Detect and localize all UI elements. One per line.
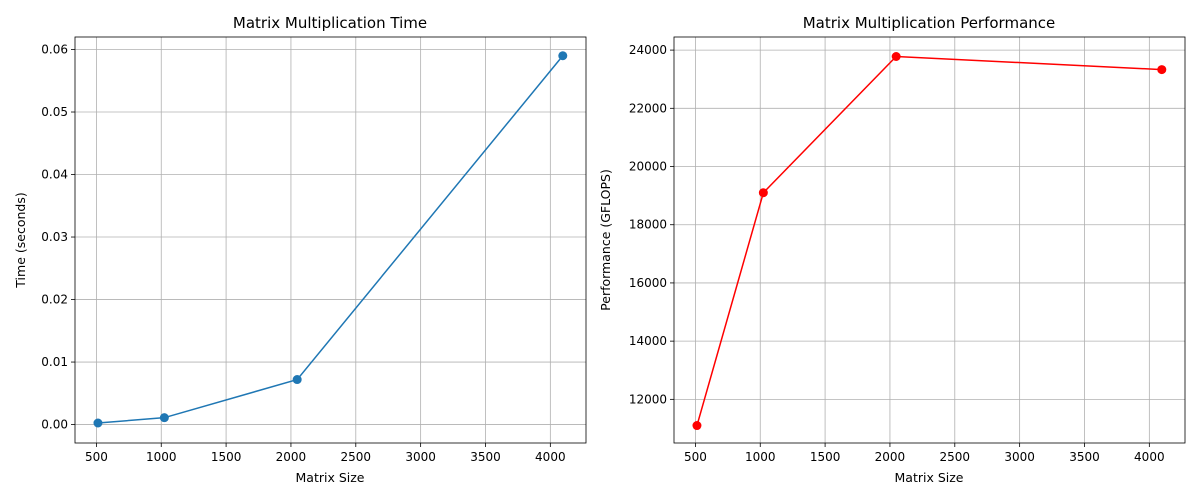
y-tick-label: 14000 [629,334,667,348]
chart-time-markers [93,51,568,428]
x-tick-label: 3500 [470,450,501,464]
chart-performance-axes-frame [673,36,1186,444]
y-tick-label: 0.04 [41,168,68,182]
x-tick-label: 3500 [1069,450,1100,464]
y-tick-label: 24000 [629,43,667,57]
chart-time-yticks: 0.00 0.01 0.02 0.03 0.04 0.05 0.06 [41,43,75,432]
chart-time-xlabel: Matrix Size [296,470,365,485]
y-tick-label: 22000 [629,101,667,115]
chart-time-line [97,55,564,424]
chart-performance: Matrix Multiplication Performance 500 100… [598,14,1186,485]
chart-performance-grid [674,37,1185,443]
y-tick-label: 16000 [629,276,667,290]
chart-time-xticks: 500 1000 1500 2000 2500 3000 3500 4000 [85,443,566,464]
x-tick-label: 500 [85,450,108,464]
x-tick-label: 3000 [405,450,436,464]
x-tick-label: 2500 [341,450,372,464]
data-point [692,421,702,431]
chart-performance-markers [692,51,1167,431]
chart-time-ylabel: Time (seconds) [13,192,28,288]
x-tick-label: 500 [684,450,707,464]
data-point [292,375,302,385]
chart-performance-xlabel: Matrix Size [895,470,964,485]
y-tick-label: 20000 [629,160,667,174]
y-tick-label: 0.00 [41,418,68,432]
chart-performance-line [696,55,1162,426]
series-line [97,55,564,424]
y-tick-label: 12000 [629,392,667,406]
data-point [93,418,103,428]
x-tick-label: 4000 [535,450,566,464]
data-point [159,413,169,423]
chart-time-axes-frame [74,36,587,444]
data-point [758,188,768,198]
y-tick-label: 0.02 [41,293,68,307]
series-line [696,55,1162,426]
chart-performance-xticks: 500 1000 1500 2000 2500 3000 3500 4000 [684,443,1165,464]
x-tick-label: 3000 [1004,450,1035,464]
x-tick-label: 2500 [940,450,971,464]
y-tick-label: 0.01 [41,355,68,369]
x-tick-label: 4000 [1134,450,1165,464]
x-tick-label: 2000 [276,450,307,464]
data-point [891,51,901,61]
chart-time-title: Matrix Multiplication Time [233,14,427,32]
chart-performance-title: Matrix Multiplication Performance [803,14,1056,32]
x-tick-label: 1000 [146,450,177,464]
data-point [558,51,568,61]
y-tick-label: 0.06 [41,43,68,57]
chart-performance-ylabel: Performance (GFLOPS) [598,169,613,311]
y-tick-label: 0.03 [41,230,68,244]
x-tick-label: 2000 [875,450,906,464]
chart-time: Matrix Multiplication Time 500 1000 1500 20… [13,14,587,485]
x-tick-label: 1500 [810,450,841,464]
y-tick-label: 0.05 [41,105,68,119]
y-tick-label: 18000 [629,218,667,232]
x-tick-label: 1000 [745,450,776,464]
chart-time-grid [75,37,586,443]
data-point [1157,65,1167,75]
x-tick-label: 1500 [211,450,242,464]
chart-performance-yticks: 12000 14000 16000 18000 20000 22000 24000 [629,43,674,406]
